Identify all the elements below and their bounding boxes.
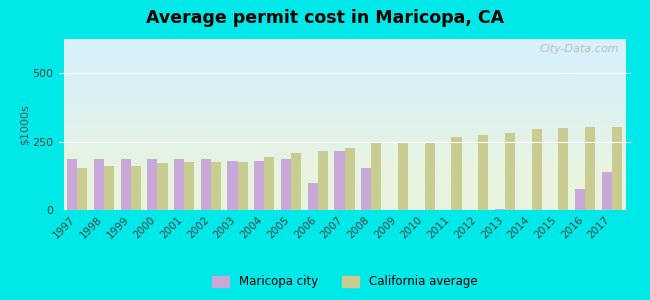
Bar [361, 168, 371, 210]
Bar [575, 190, 585, 210]
Bar [94, 159, 104, 210]
Bar [281, 159, 291, 210]
Bar [602, 172, 612, 210]
Bar [104, 166, 114, 210]
Bar [265, 157, 274, 210]
Bar [585, 127, 595, 210]
Bar [157, 164, 168, 210]
Bar [371, 142, 382, 210]
Bar [612, 127, 622, 210]
Bar [238, 162, 248, 210]
Bar [451, 137, 462, 210]
Bar [201, 159, 211, 210]
Text: Average permit cost in Maricopa, CA: Average permit cost in Maricopa, CA [146, 9, 504, 27]
Bar [211, 162, 221, 210]
Bar [184, 162, 194, 210]
Bar [174, 159, 184, 210]
Bar [495, 208, 505, 210]
Bar [398, 142, 408, 210]
Bar [558, 128, 569, 210]
Bar [344, 148, 355, 210]
Bar [120, 159, 131, 210]
Bar [318, 151, 328, 210]
Bar [334, 151, 345, 210]
Bar [227, 161, 238, 210]
Bar [131, 166, 141, 210]
Bar [505, 134, 515, 210]
Bar [307, 183, 318, 210]
Y-axis label: $1000s: $1000s [20, 104, 30, 145]
Bar [67, 159, 77, 210]
Bar [254, 161, 265, 210]
Bar [77, 168, 87, 210]
Bar [148, 159, 157, 210]
Legend: Maricopa city, California average: Maricopa city, California average [207, 271, 482, 293]
Bar [532, 129, 541, 210]
Bar [291, 152, 301, 210]
Text: City-Data.com: City-Data.com [540, 44, 619, 54]
Bar [478, 135, 488, 210]
Bar [424, 142, 435, 210]
